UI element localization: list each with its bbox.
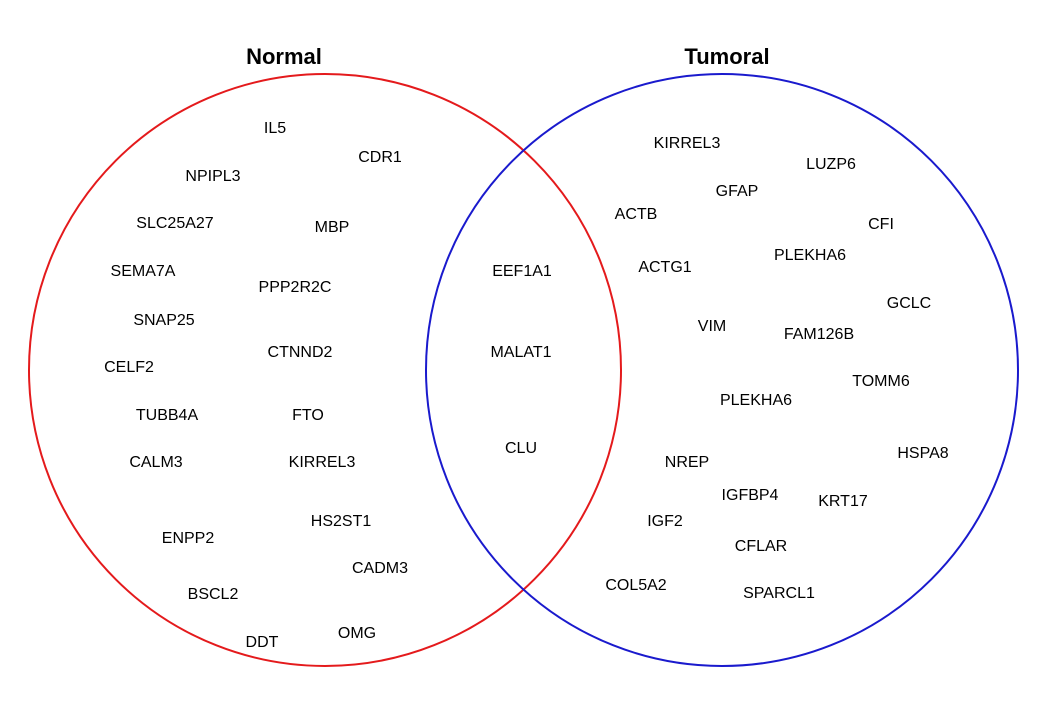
gene-label: IL5 (264, 120, 286, 137)
gene-label: IGF2 (647, 513, 683, 530)
gene-label: SLC25A27 (136, 215, 213, 232)
gene-label: NREP (665, 454, 709, 471)
gene-label: KIRREL3 (289, 454, 356, 471)
gene-label: SPARCL1 (743, 585, 815, 602)
gene-label: FAM126B (784, 326, 854, 343)
gene-label: ACTB (615, 206, 658, 223)
gene-label: CADM3 (352, 560, 408, 577)
gene-label: NPIPL3 (185, 168, 240, 185)
gene-label: CLU (505, 440, 537, 457)
gene-label: BSCL2 (188, 586, 239, 603)
gene-label: CFLAR (735, 538, 787, 555)
gene-label: MBP (315, 219, 350, 236)
gene-label: VIM (698, 318, 726, 335)
gene-label: KIRREL3 (654, 135, 721, 152)
gene-label: MALAT1 (490, 344, 551, 361)
gene-label: GCLC (887, 295, 931, 312)
gene-label: OMG (338, 625, 376, 642)
gene-label: CFI (868, 216, 894, 233)
gene-label: EEF1A1 (492, 263, 552, 280)
gene-label: COL5A2 (605, 577, 666, 594)
normal-set-circle (28, 73, 622, 667)
gene-label: PLEKHA6 (774, 247, 846, 264)
gene-label: PPP2R2C (259, 279, 332, 296)
tumoral-set-title: Tumoral (684, 44, 769, 69)
gene-label: SEMA7A (111, 263, 176, 280)
gene-label: HS2ST1 (311, 513, 372, 530)
gene-label: CELF2 (104, 359, 154, 376)
gene-label: GFAP (716, 183, 759, 200)
tumoral-set-circle (425, 73, 1019, 667)
gene-label: LUZP6 (806, 156, 856, 173)
gene-label: SNAP25 (133, 312, 194, 329)
gene-label: TUBB4A (136, 407, 199, 424)
gene-label: CALM3 (129, 454, 182, 471)
gene-label: PLEKHA6 (720, 392, 792, 409)
gene-label: DDT (246, 634, 279, 651)
gene-label: ACTG1 (638, 259, 691, 276)
gene-label: HSPA8 (897, 445, 948, 462)
gene-label: KRT17 (818, 493, 868, 510)
gene-label: ENPP2 (162, 530, 215, 547)
gene-label: TOMM6 (852, 373, 910, 390)
gene-label: FTO (292, 407, 324, 424)
gene-label: CDR1 (358, 149, 402, 166)
gene-label: IGFBP4 (722, 487, 779, 504)
gene-label: CTNND2 (268, 344, 333, 361)
normal-set-title: Normal (246, 44, 322, 69)
